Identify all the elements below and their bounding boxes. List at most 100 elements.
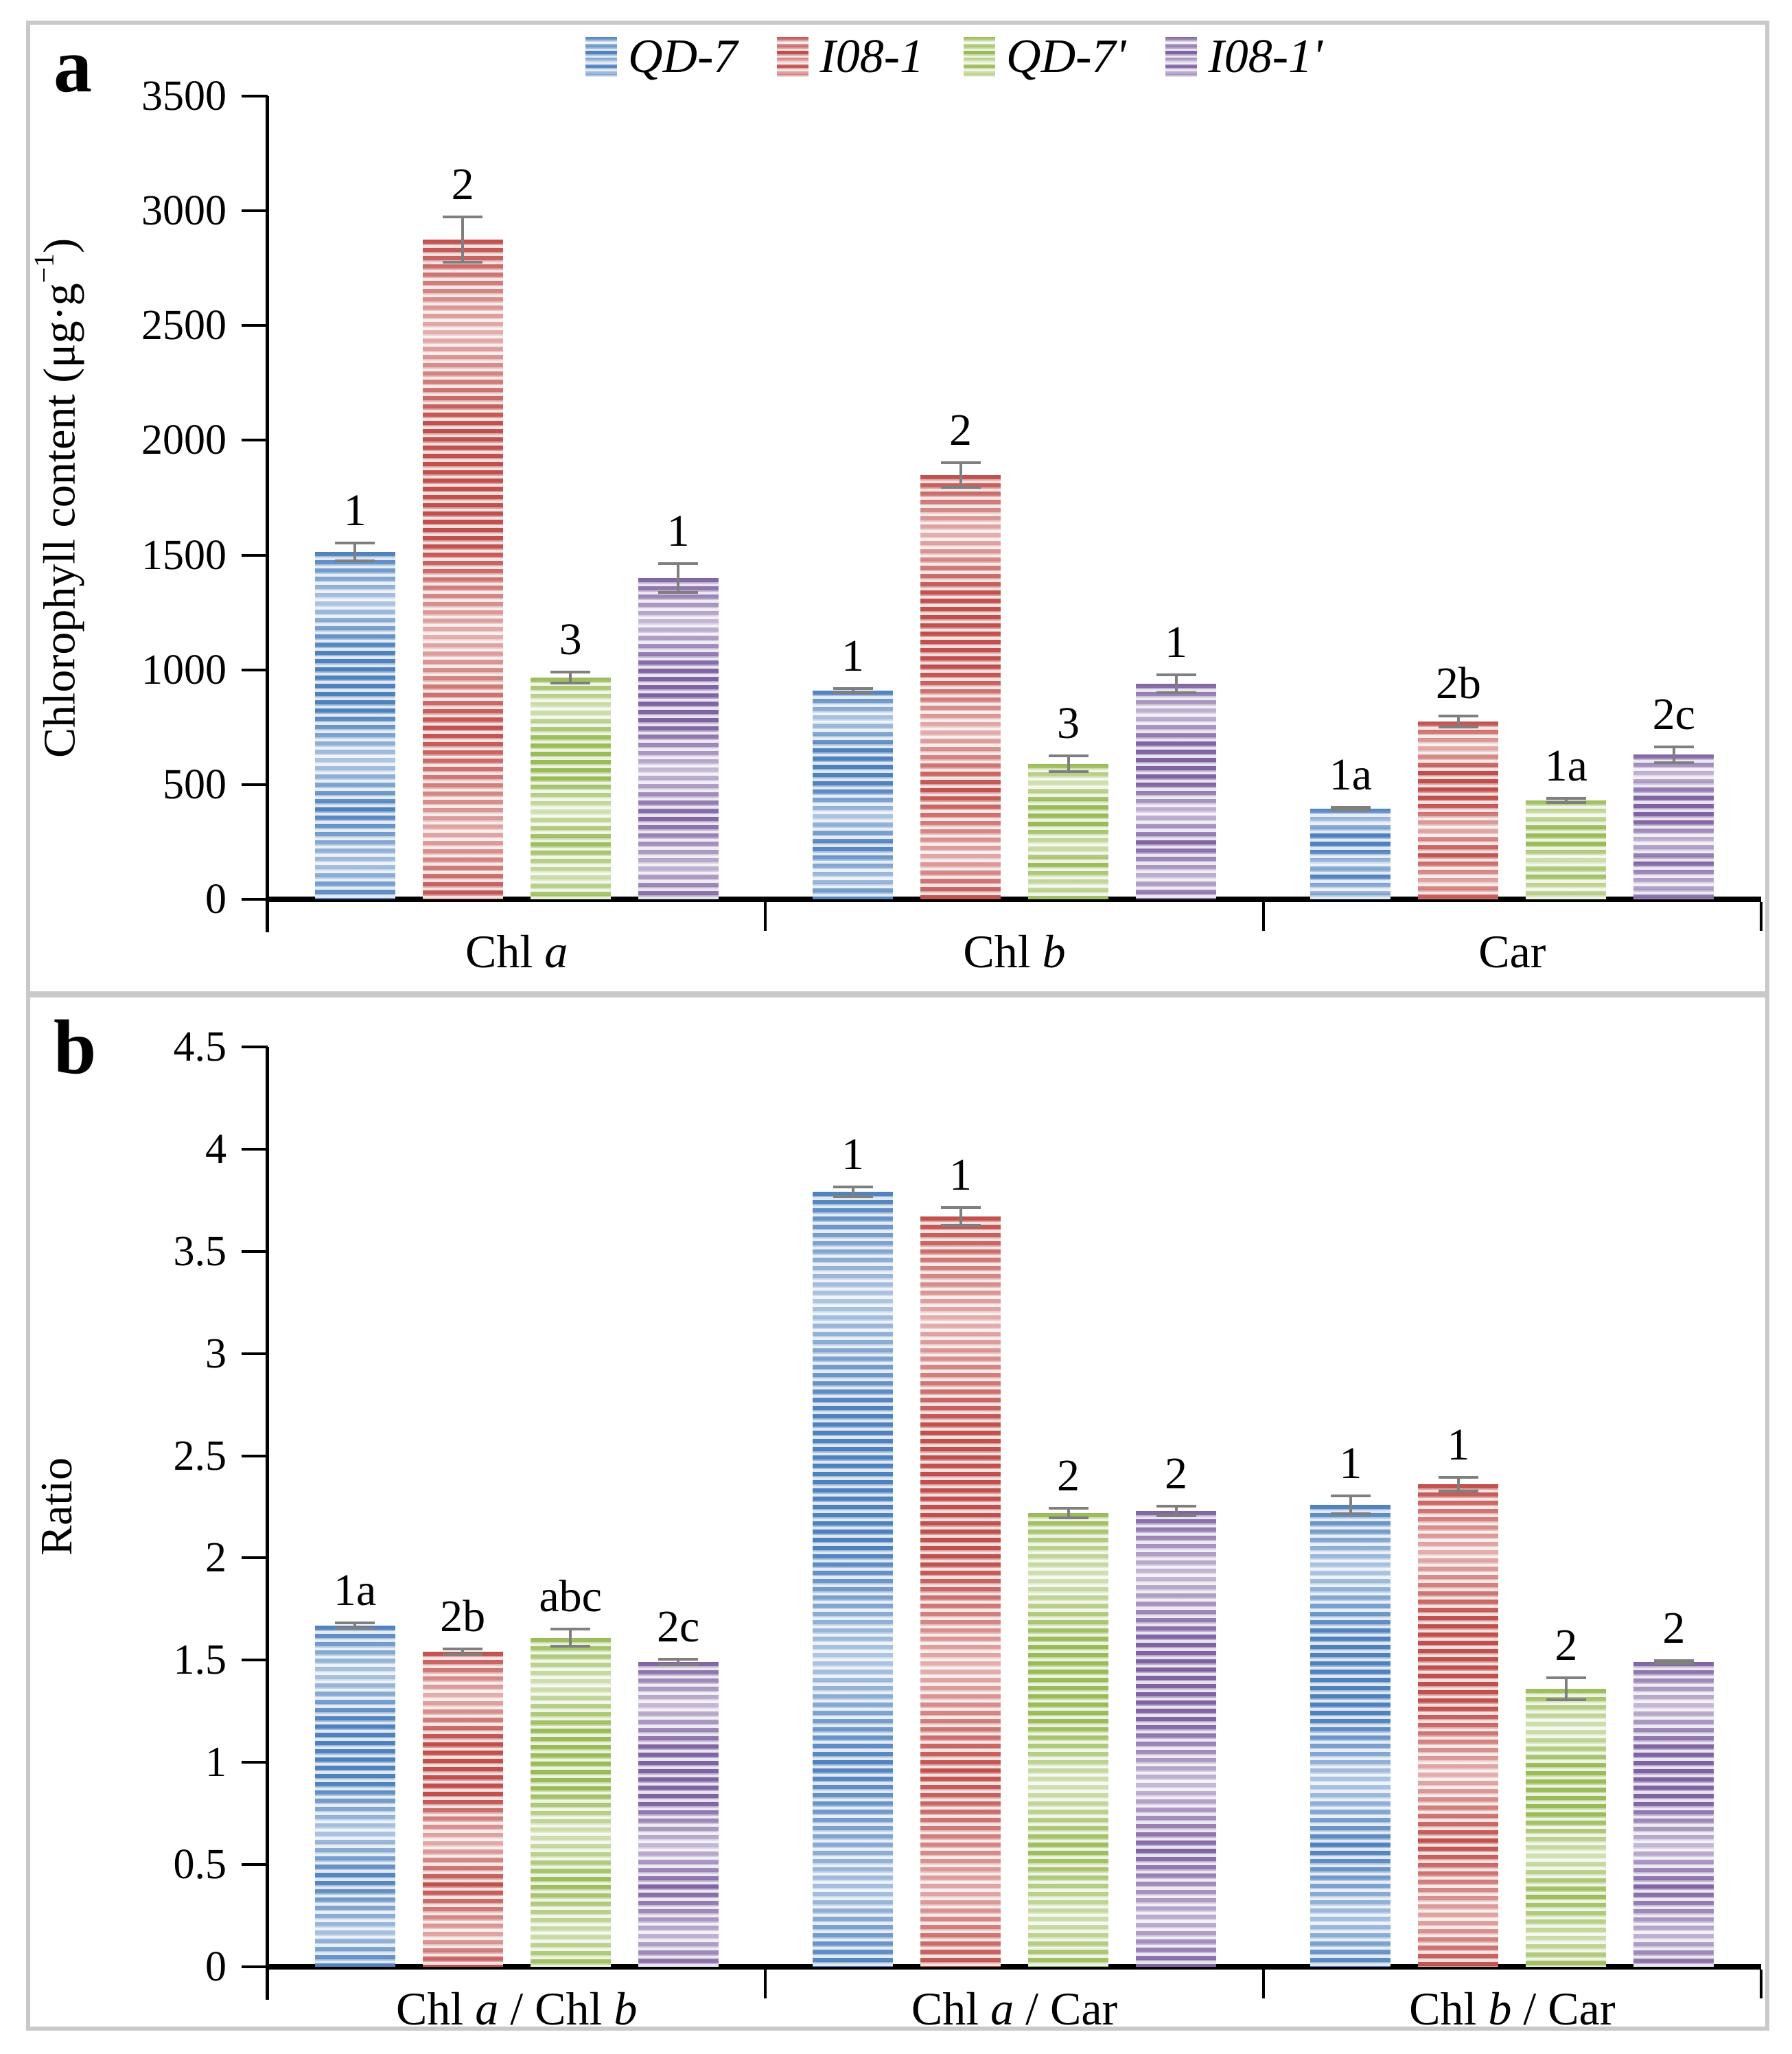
- error-bar-I08-1'-Chl a: [658, 562, 699, 595]
- panel-b-y-axis-title: Ratio: [32, 1457, 82, 1556]
- error-stem: [851, 686, 854, 694]
- panel-a-x-tick: [1760, 902, 1762, 931]
- sig-label-QD-7-Chl a: 1: [343, 485, 366, 535]
- legend-item-i08-1: I08-1: [777, 33, 924, 81]
- panel-b-y-tick: [242, 1147, 268, 1151]
- bar-I08-1-Car: [1418, 721, 1499, 899]
- panel-a-y-tick-label: 0: [205, 876, 226, 923]
- bar-I08-1-Chl a: [422, 239, 503, 899]
- error-bar-I08-1'-Car: [1653, 746, 1694, 764]
- error-bar-QD-7'-Chl a / Car: [1048, 1507, 1089, 1519]
- error-cap-bottom: [940, 1224, 981, 1227]
- error-cap-bottom: [1048, 1516, 1089, 1519]
- panel-a-y-tick-label: 3500: [141, 73, 226, 119]
- panel-b-y-tick: [242, 1352, 268, 1355]
- bar-I08-1'-Chl b: [1136, 683, 1216, 899]
- sig-label-I08-1-Chl a / Chl b: 2b: [440, 1591, 486, 1642]
- panel-b-y-tick-label: 0.5: [173, 1841, 227, 1889]
- error-stem: [959, 1206, 962, 1227]
- error-stem: [461, 1648, 465, 1657]
- sig-label-I08-1-Chl b / Car: 1: [1447, 1420, 1470, 1470]
- legend-swatch-qd7-prime: [964, 37, 996, 77]
- panel-b-category-label: Chl a / Chl b: [395, 1983, 638, 2035]
- panel-a-y-tick-label: 2000: [141, 417, 226, 464]
- error-stem: [1564, 1676, 1568, 1701]
- panel-b-y-tick-label: 3: [205, 1330, 226, 1377]
- error-cap-bottom: [1438, 725, 1478, 728]
- error-bar-I08-1'-Chl a / Car: [1156, 1505, 1196, 1517]
- legend-swatch-i08-1-prime: [1165, 37, 1198, 77]
- sig-label-I08-1-Chl b: 2: [949, 404, 972, 455]
- error-stem: [569, 1627, 572, 1648]
- error-bar-QD-7-Chl a / Chl b: [335, 1621, 375, 1630]
- bar-QD-7'-Chl a / Car: [1028, 1512, 1108, 1967]
- error-bar-QD-7'-Chl a / Chl b: [550, 1627, 591, 1648]
- panel-a-y-tick: [242, 324, 268, 327]
- error-cap-bottom: [1156, 691, 1196, 694]
- panel-b-category-label: Chl a / Car: [911, 1983, 1118, 2035]
- error-stem: [1672, 746, 1675, 764]
- bar-QD-7-Chl b: [813, 690, 893, 899]
- bar-I08-1'-Chl a: [638, 578, 719, 899]
- panel-b-category-label: Chl b / Car: [1409, 1983, 1616, 2035]
- panel-a-y-tick: [242, 95, 268, 97]
- frame-left: [26, 21, 30, 2031]
- error-cap-bottom: [1330, 1512, 1371, 1515]
- sig-label-QD-7-Car: 1a: [1329, 749, 1372, 800]
- panel-b-y-tick: [242, 1556, 268, 1560]
- error-stem: [959, 461, 962, 489]
- bar-QD-7-Chl b / Car: [1310, 1505, 1391, 1967]
- bar-QD-7-Chl a: [314, 551, 395, 899]
- error-bar-QD-7'-Chl b: [1048, 754, 1089, 774]
- error-bar-I08-1'-Chl b: [1156, 673, 1196, 694]
- panel-a-y-tick: [242, 783, 268, 786]
- legend-label-i08-1-prime: I08-1': [1208, 30, 1323, 83]
- error-cap-bottom: [658, 591, 699, 595]
- sig-label-I08-1-Chl a: 2: [451, 159, 474, 209]
- bar-QD-7-Car: [1310, 808, 1391, 899]
- panel-b-letter: b: [54, 1005, 97, 1090]
- frame-top: [26, 21, 1769, 25]
- bar-I08-1-Chl a / Car: [920, 1216, 1001, 1967]
- sig-label-QD-7'-Chl b / Car: 2: [1555, 1620, 1578, 1671]
- panel-a-x-tick: [266, 902, 269, 931]
- sig-label-QD-7'-Car: 1a: [1544, 741, 1587, 792]
- panel-a-y-tick-label: 3000: [141, 187, 226, 235]
- panel-a-y-tick-label: 1500: [141, 531, 226, 579]
- error-stem: [1456, 714, 1460, 728]
- legend-swatch-qd7: [585, 37, 617, 77]
- error-bar-I08-1-Car: [1438, 714, 1478, 728]
- bar-I08-1-Chl b / Car: [1418, 1484, 1499, 1967]
- panel-a-y-tick: [242, 668, 268, 671]
- bar-I08-1'-Chl a / Chl b: [638, 1662, 719, 1967]
- error-cap-bottom: [443, 1653, 483, 1657]
- panel-a-category-label: Chl b: [963, 925, 1066, 978]
- bar-QD-7'-Car: [1526, 800, 1607, 899]
- panel-b-y-tick-label: 4: [205, 1125, 226, 1173]
- error-stem: [1067, 1507, 1070, 1519]
- bar-QD-7'-Chl b / Car: [1526, 1689, 1607, 1967]
- error-stem: [1174, 1505, 1178, 1517]
- sig-label-QD-7'-Chl a / Chl b: abc: [539, 1571, 602, 1622]
- error-stem: [851, 1186, 854, 1199]
- bar-I08-1'-Car: [1633, 754, 1714, 899]
- sig-label-I08-1'-Chl b / Car: 2: [1662, 1603, 1686, 1654]
- panel-b-y-tick: [242, 1761, 268, 1764]
- error-bar-QD-7-Chl a: [335, 541, 375, 562]
- panel-b-y-tick-label: 4.5: [173, 1024, 227, 1070]
- legend-item-qd7-prime: QD-7': [964, 33, 1126, 81]
- panel-a-x-tick: [1261, 902, 1265, 931]
- error-stem: [677, 562, 680, 595]
- error-bar-QD-7-Chl b / Car: [1330, 1495, 1371, 1515]
- sig-label-QD-7'-Chl b: 3: [1057, 698, 1080, 749]
- panel-b-y-tick: [242, 1965, 268, 1968]
- sig-label-QD-7'-Chl a / Car: 2: [1057, 1451, 1080, 1501]
- bar-I08-1-Chl b: [920, 474, 1001, 899]
- error-bar-I08-1-Chl b / Car: [1438, 1476, 1478, 1493]
- error-cap-bottom: [833, 691, 873, 694]
- panel-b-y-tick-label: 0: [205, 1943, 226, 1990]
- error-stem: [677, 1658, 680, 1667]
- panel-b-y-tick: [242, 1249, 268, 1253]
- error-stem: [1067, 754, 1070, 774]
- error-bar-I08-1'-Chl a / Chl b: [658, 1658, 699, 1667]
